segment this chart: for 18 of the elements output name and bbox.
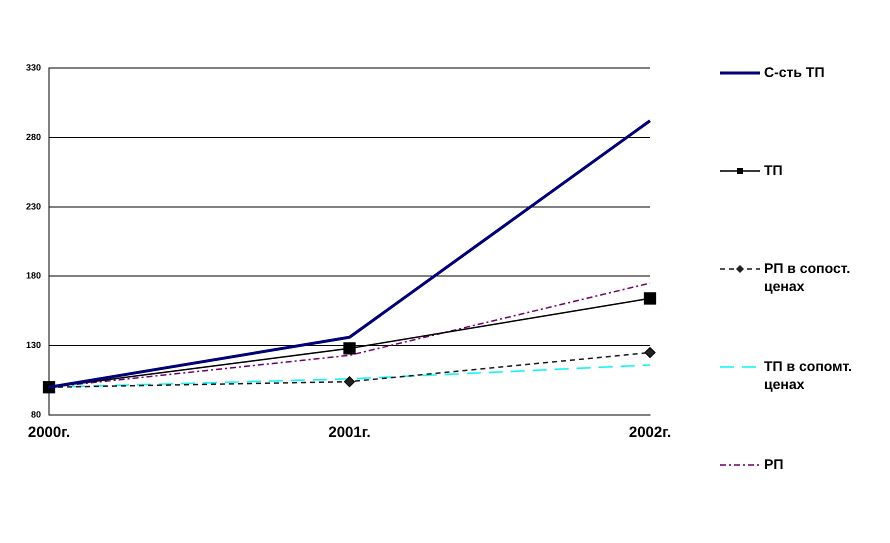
y-tick-label: 180 — [26, 270, 42, 281]
x-tick-label: 2002г. — [628, 424, 672, 442]
x-tick-label: 2001г. — [328, 424, 371, 442]
legend-label: РП в сопост. ценах — [764, 260, 850, 294]
x-tick-label: 2000г. — [28, 424, 70, 442]
legend-label: ТП в сопомт. ценах — [764, 358, 852, 392]
legend-label: РП — [764, 456, 784, 472]
point — [644, 292, 656, 305]
y-tick-label: 130 — [26, 340, 42, 350]
y-tick-label: 330 — [26, 62, 42, 72]
y-tick-label: 230 — [26, 201, 42, 212]
point — [343, 342, 356, 355]
y-tick-label: 80 — [31, 409, 42, 420]
y-tick-label: 280 — [26, 132, 42, 142]
legend-label: ТП — [764, 162, 783, 178]
point — [644, 347, 656, 358]
point — [344, 376, 356, 388]
legend-label: С-сть ТП — [764, 64, 825, 80]
